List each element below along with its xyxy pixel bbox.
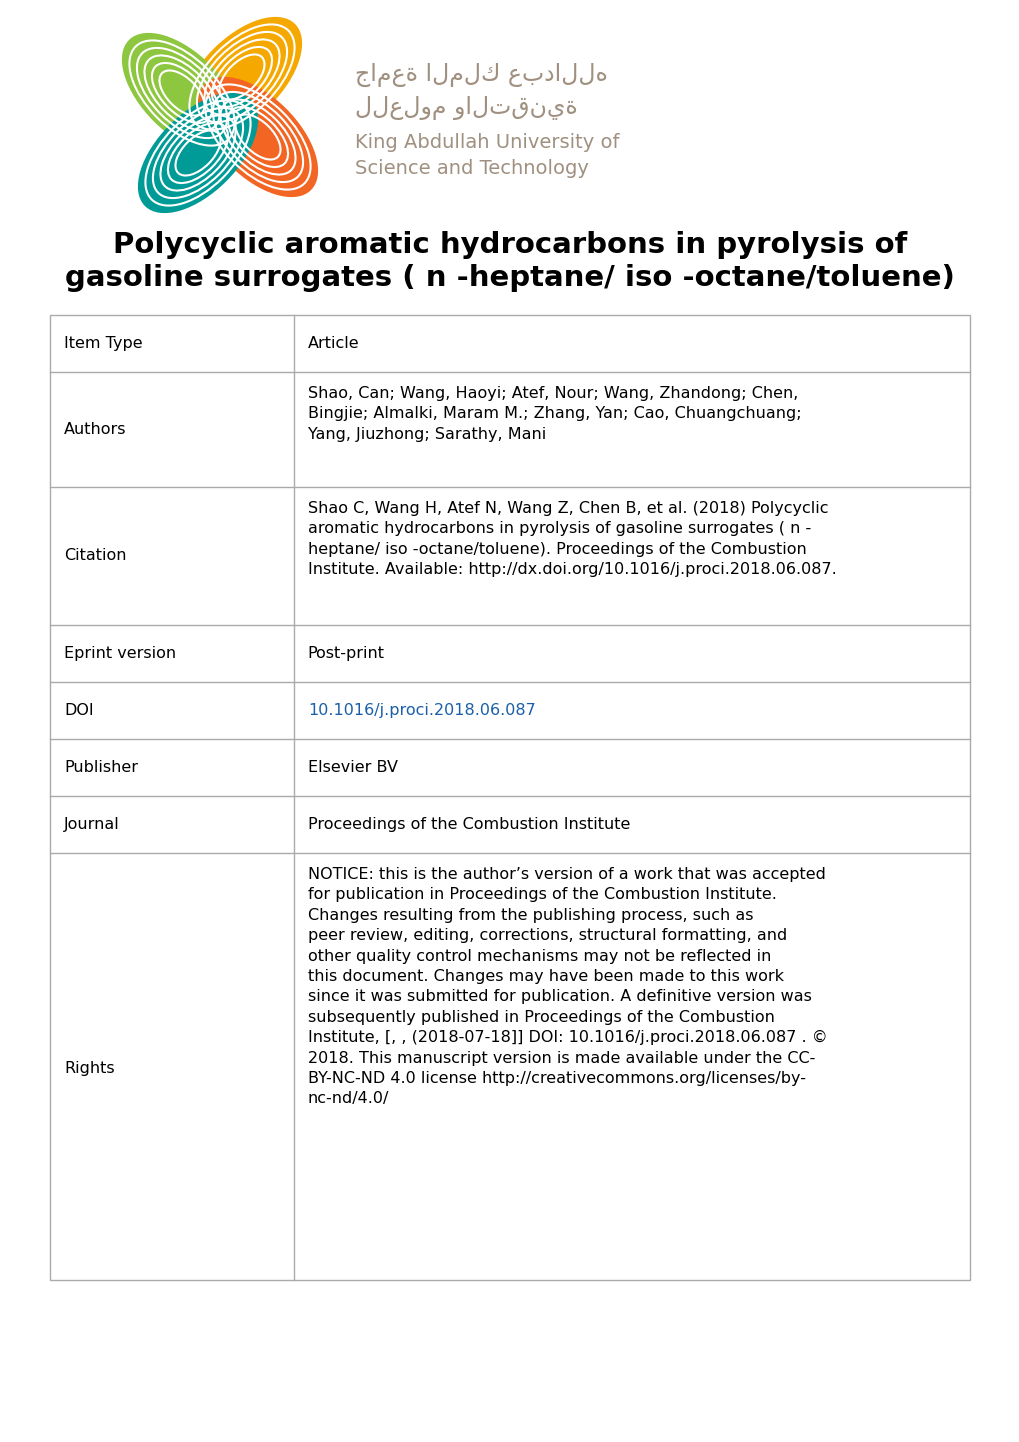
Text: gasoline surrogates ( n -heptane/ iso -octane/toluene): gasoline surrogates ( n -heptane/ iso -o… [65, 264, 954, 291]
Text: Science and Technology: Science and Technology [355, 159, 588, 177]
Text: Authors: Authors [64, 423, 126, 437]
Text: Publisher: Publisher [64, 760, 138, 774]
Text: Rights: Rights [64, 1061, 114, 1077]
Text: Elsevier BV: Elsevier BV [308, 760, 397, 774]
Text: Eprint version: Eprint version [64, 646, 176, 660]
Text: Shao, Can; Wang, Haoyi; Atef, Nour; Wang, Zhandong; Chen,
Bingjie; Almalki, Mara: Shao, Can; Wang, Haoyi; Atef, Nour; Wang… [308, 386, 801, 441]
Text: 10.1016/j.proci.2018.06.087: 10.1016/j.proci.2018.06.087 [308, 704, 535, 718]
Text: Article: Article [308, 336, 359, 350]
Ellipse shape [138, 92, 258, 213]
Text: DOI: DOI [64, 704, 94, 718]
Bar [50, 314, 969, 1280]
Text: NOTICE: this is the author’s version of a work that was accepted
for publication: NOTICE: this is the author’s version of … [308, 867, 826, 1106]
Ellipse shape [181, 17, 302, 137]
Text: Post-print: Post-print [308, 646, 384, 660]
Text: Citation: Citation [64, 548, 126, 564]
Ellipse shape [122, 33, 242, 153]
Text: للعلوم والتقنية: للعلوم والتقنية [355, 97, 577, 120]
Text: Journal: Journal [64, 818, 119, 832]
Text: Shao C, Wang H, Atef N, Wang Z, Chen B, et al. (2018) Polycyclic
aromatic hydroc: Shao C, Wang H, Atef N, Wang Z, Chen B, … [308, 500, 836, 577]
Text: Item Type: Item Type [64, 336, 143, 350]
Text: King Abdullah University of: King Abdullah University of [355, 134, 619, 153]
Text: Proceedings of the Combustion Institute: Proceedings of the Combustion Institute [308, 818, 630, 832]
Ellipse shape [198, 76, 318, 198]
Text: Polycyclic aromatic hydrocarbons in pyrolysis of: Polycyclic aromatic hydrocarbons in pyro… [113, 231, 906, 260]
Text: جامعة الملك عبدالله: جامعة الملك عبدالله [355, 63, 607, 87]
